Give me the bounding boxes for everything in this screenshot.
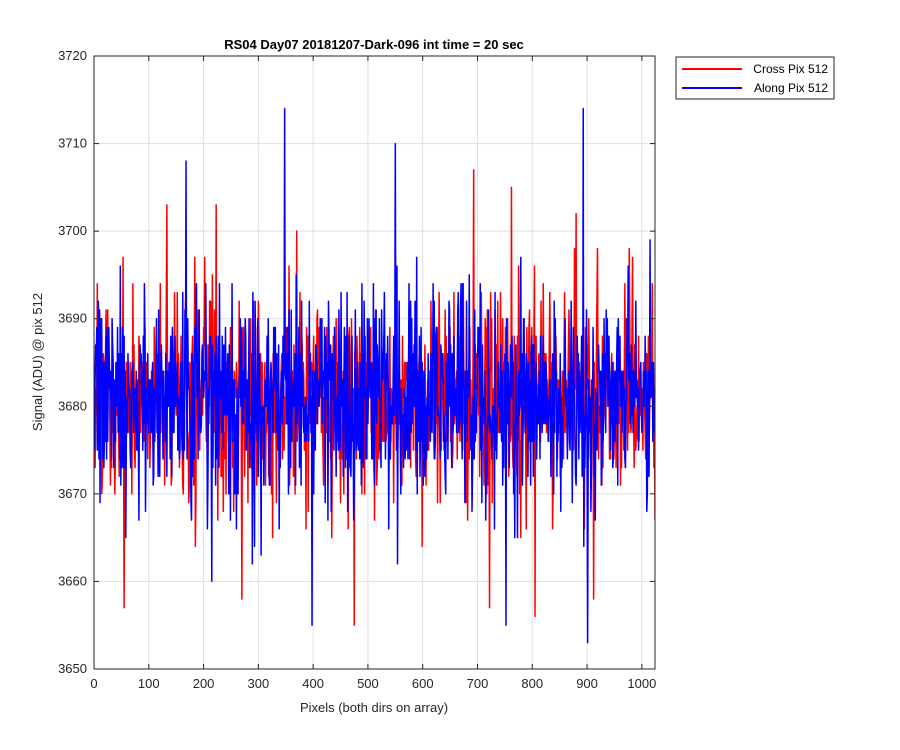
x-tick-label: 1000 xyxy=(627,676,656,691)
y-tick-label: 3680 xyxy=(58,398,87,413)
y-tick-label: 3700 xyxy=(58,223,87,238)
x-tick-label: 100 xyxy=(138,676,160,691)
x-tick-label: 900 xyxy=(576,676,598,691)
x-tick-label: 300 xyxy=(248,676,270,691)
y-axis-ticks: 3650 3660 3670 3680 3690 3700 3710 3720 xyxy=(58,48,655,676)
x-tick-label: 600 xyxy=(412,676,434,691)
y-tick-label: 3710 xyxy=(58,136,87,151)
y-tick-label: 3660 xyxy=(58,573,87,588)
y-tick-label: 3670 xyxy=(58,486,87,501)
legend: Cross Pix 512 Along Pix 512 xyxy=(675,56,835,100)
legend-label-along: Along Pix 512 xyxy=(754,81,828,95)
series-line-along-pix-512 xyxy=(94,107,655,644)
legend-label-cross: Cross Pix 512 xyxy=(753,62,828,76)
x-tick-label: 0 xyxy=(90,676,97,691)
x-tick-label: 500 xyxy=(357,676,379,691)
x-tick-label: 700 xyxy=(467,676,489,691)
legend-box xyxy=(675,56,835,100)
y-tick-label: 3720 xyxy=(58,48,87,63)
x-axis-ticks: 0 100 200 300 400 500 600 700 800 900 1000 xyxy=(90,56,656,691)
x-tick-label: 400 xyxy=(302,676,324,691)
plot-frame xyxy=(93,55,656,670)
chart-title: RS04 Day07 20181207-Dark-096 int time = … xyxy=(224,37,524,52)
x-tick-label: 800 xyxy=(521,676,543,691)
x-tick-label: 200 xyxy=(193,676,215,691)
series-layer xyxy=(94,107,655,644)
y-tick-label: 3690 xyxy=(58,311,87,326)
y-axis-label: Signal (ADU) @ pix 512 xyxy=(30,293,45,431)
x-axis-label: Pixels (both dirs on array) xyxy=(300,700,448,715)
y-tick-label: 3650 xyxy=(58,661,87,676)
